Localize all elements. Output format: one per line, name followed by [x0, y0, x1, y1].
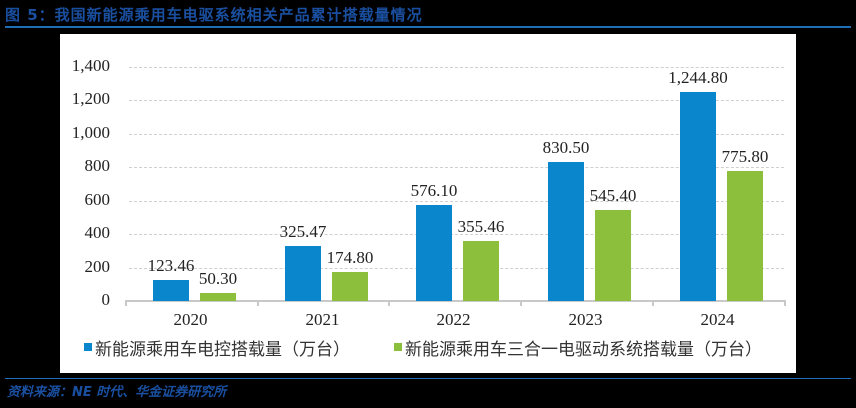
legend-swatch-blue-icon	[84, 343, 92, 351]
title-rule	[5, 26, 851, 28]
legend-label: 新能源乘用车三合一电驱动系统搭载量（万台）	[405, 339, 762, 360]
source-rule	[5, 378, 851, 379]
figure-title: 图 5：我国新能源乘用车电驱系统相关产品累计搭载量情况	[5, 6, 423, 24]
legend-item-series-0: 新能源乘用车电控搭载量（万台）	[84, 336, 350, 360]
legend-item-series-1: 新能源乘用车三合一电驱动系统搭载量（万台）	[394, 336, 762, 360]
legend-label: 新能源乘用车电控搭载量（万台）	[95, 339, 350, 360]
source-note: 资料来源：NE 时代、华金证券研究所	[7, 385, 227, 400]
legend-swatch-green-icon	[394, 343, 402, 351]
chart-panel	[60, 34, 796, 373]
